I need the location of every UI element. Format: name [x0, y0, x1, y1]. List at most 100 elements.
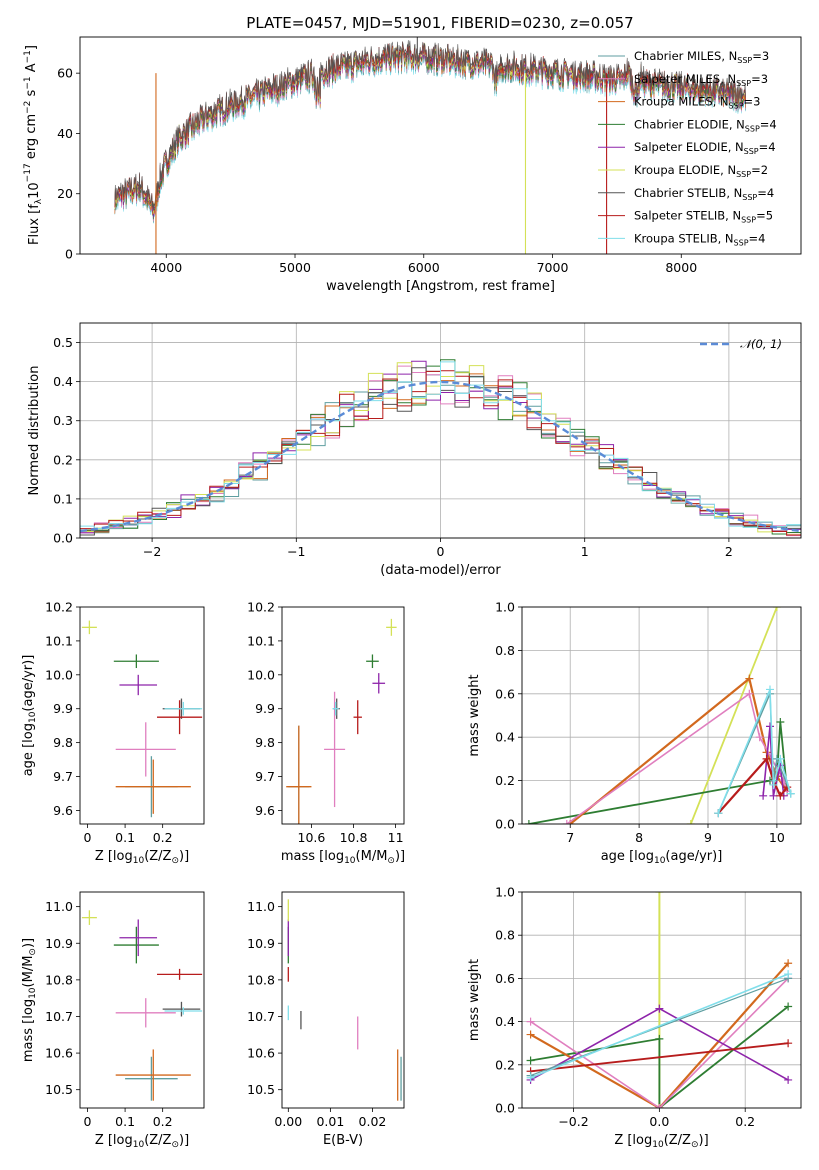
x-tick-label: 2: [725, 544, 733, 559]
y-tick-label: 9.7: [255, 769, 275, 784]
y-tick-label: 9.7: [53, 769, 73, 784]
errorbar-point: [115, 722, 176, 777]
x-tick-label: 0: [437, 544, 445, 559]
mass-weight-marker: [769, 791, 778, 800]
y-tick-label: 20: [57, 186, 73, 201]
errorbar-point: [162, 1001, 201, 1017]
y-tick-label: 0.0: [495, 1101, 515, 1116]
x-tick-label: 11: [388, 830, 404, 845]
y-tick-label: 0.4: [495, 1014, 515, 1029]
x-tick-label: 8000: [665, 260, 697, 275]
errorbar-point: [115, 1049, 191, 1101]
x-axis-label: Z [log10(Z/Z⊙)]: [614, 1133, 708, 1150]
errorbar-point: [119, 674, 158, 696]
legend-entry: Salpeter STELIB, NSSP=5: [634, 209, 773, 225]
x-tick-label: 10.6: [298, 830, 326, 845]
mass-weight-marker: [526, 1017, 535, 1026]
mass-weight-marker: [526, 1056, 535, 1065]
axes-frame: [281, 606, 405, 825]
errorbar-point: [324, 691, 346, 808]
x-tick-label: 7000: [537, 260, 569, 275]
legend-entry: Salpeter MILES, NSSP=3: [634, 72, 768, 88]
x-tick-label: 0: [84, 1114, 92, 1129]
y-tick-label: 9.9: [53, 701, 73, 716]
y-tick-label: 10.9: [45, 936, 73, 951]
y-tick-label: 0.3: [53, 413, 73, 428]
x-tick-label: −2: [143, 544, 161, 559]
y-tick-label: 0.8: [495, 643, 515, 658]
mass-weight-marker: [526, 1073, 535, 1082]
legend-entry: Salpeter ELODIE, NSSP=4: [634, 140, 776, 156]
x-tick-label: 0.2: [153, 1114, 173, 1129]
y-tick-label: 60: [57, 66, 73, 81]
mass-weight-series-line: [569, 676, 789, 824]
mass-weight-series-line: [566, 692, 788, 824]
mass-weight-marker: [745, 689, 754, 698]
mass-weight-marker: [655, 1034, 664, 1043]
mass-weight-marker: [766, 685, 774, 694]
mass-weight-marker: [786, 789, 795, 798]
y-tick-label: 11.0: [45, 899, 73, 914]
legend-entry: Chabrier STELIB, NSSP=4: [634, 186, 774, 202]
mass-weight-marker: [526, 1030, 535, 1039]
mass-weight-marker: [714, 809, 723, 818]
x-axis-label: Z [log10(Z/Z⊙)]: [95, 1133, 189, 1150]
y-axis-label: Normed distribution: [27, 366, 42, 496]
mass-weight-marker: [686, 820, 695, 824]
x-tick-label: 10.8: [340, 830, 368, 845]
errorbar-point: [125, 1056, 178, 1101]
errorbar-point: [81, 910, 97, 925]
axes-frame: [521, 891, 802, 1109]
x-axis-label: wavelength [Angstrom, rest frame]: [326, 279, 555, 294]
y-tick-label: 10.6: [247, 1046, 275, 1061]
x-tick-label: 0.01: [316, 1114, 344, 1129]
y-tick-label: 0: [65, 247, 73, 262]
errorbar-point: [157, 700, 203, 735]
axes-frame: [281, 891, 405, 1109]
legend-entry: Kroupa STELIB, NSSP=4: [634, 231, 765, 247]
y-tick-label: 9.6: [255, 803, 275, 818]
mass-weight-marker: [784, 959, 793, 968]
errorbar-point: [157, 968, 203, 980]
panel-age-vs-Z: 0 0.1 0.2 9.6 9.7 9.8 9.9 10.0 10.1 10.2 Z [log10(…: [21, 600, 205, 866]
axes-frame: [79, 606, 205, 825]
errorbar-point: [164, 1007, 203, 1015]
y-tick-label: 0.1: [53, 491, 73, 506]
axes-frame: [521, 606, 802, 825]
y-tick-label: 0.8: [495, 928, 515, 943]
x-tick-label: 0.2: [735, 1114, 755, 1129]
mass-weight-series-line: [530, 977, 789, 1108]
x-tick-label: 1: [581, 544, 589, 559]
x-tick-label: 9: [704, 830, 712, 845]
y-tick-label: 9.8: [255, 735, 275, 750]
mass-weight-marker: [784, 1039, 793, 1048]
y-tick-label: 0.4: [495, 730, 515, 745]
axes-frame: [79, 36, 802, 255]
y-tick-label: 10.0: [45, 667, 73, 682]
y-tick-label: 1.0: [495, 600, 515, 615]
mass-weight-marker: [655, 892, 664, 896]
x-tick-label: 8: [635, 830, 643, 845]
x-tick-label: 0.1: [115, 1114, 135, 1129]
errorbar-point: [81, 620, 97, 635]
mass-weight-series-line: [530, 1042, 789, 1073]
y-tick-label: 0.0: [495, 817, 515, 832]
errorbar-point: [386, 618, 397, 636]
y-tick-label: 10.1: [247, 633, 275, 648]
mass-weight-marker: [776, 791, 785, 800]
x-tick-label: 7: [566, 830, 574, 845]
y-tick-label: 40: [57, 126, 73, 141]
panel-weight-vs-age: 7 8 9 10 0.0 0.2 0.4 0.6 0.8 1.0 age [log10(age/yr…: [467, 600, 802, 866]
x-tick-label: 0.2: [153, 830, 173, 845]
y-tick-label: 0.6: [495, 971, 515, 986]
panel-weight-vs-Z: −0.2 0.0 0.2 0.0 0.2 0.4 0.6 0.8 1.0 Z [log10(Z/Z…: [467, 885, 802, 1150]
figure-title: PLATE=0457, MJD=51901, FIBERID=0230, z=0…: [246, 14, 633, 32]
errorbar-point: [164, 701, 203, 716]
spectrum-legend: Chabrier MILES, NSSP=3 Salpeter MILES, NS…: [598, 49, 777, 247]
x-tick-label: 6000: [408, 260, 440, 275]
x-tick-label: 10: [769, 830, 785, 845]
mass-weight-marker: [772, 607, 781, 611]
y-tick-label: 9.8: [53, 735, 73, 750]
y-tick-label: 0.2: [495, 1057, 515, 1072]
mass-weight-marker: [784, 1075, 793, 1084]
